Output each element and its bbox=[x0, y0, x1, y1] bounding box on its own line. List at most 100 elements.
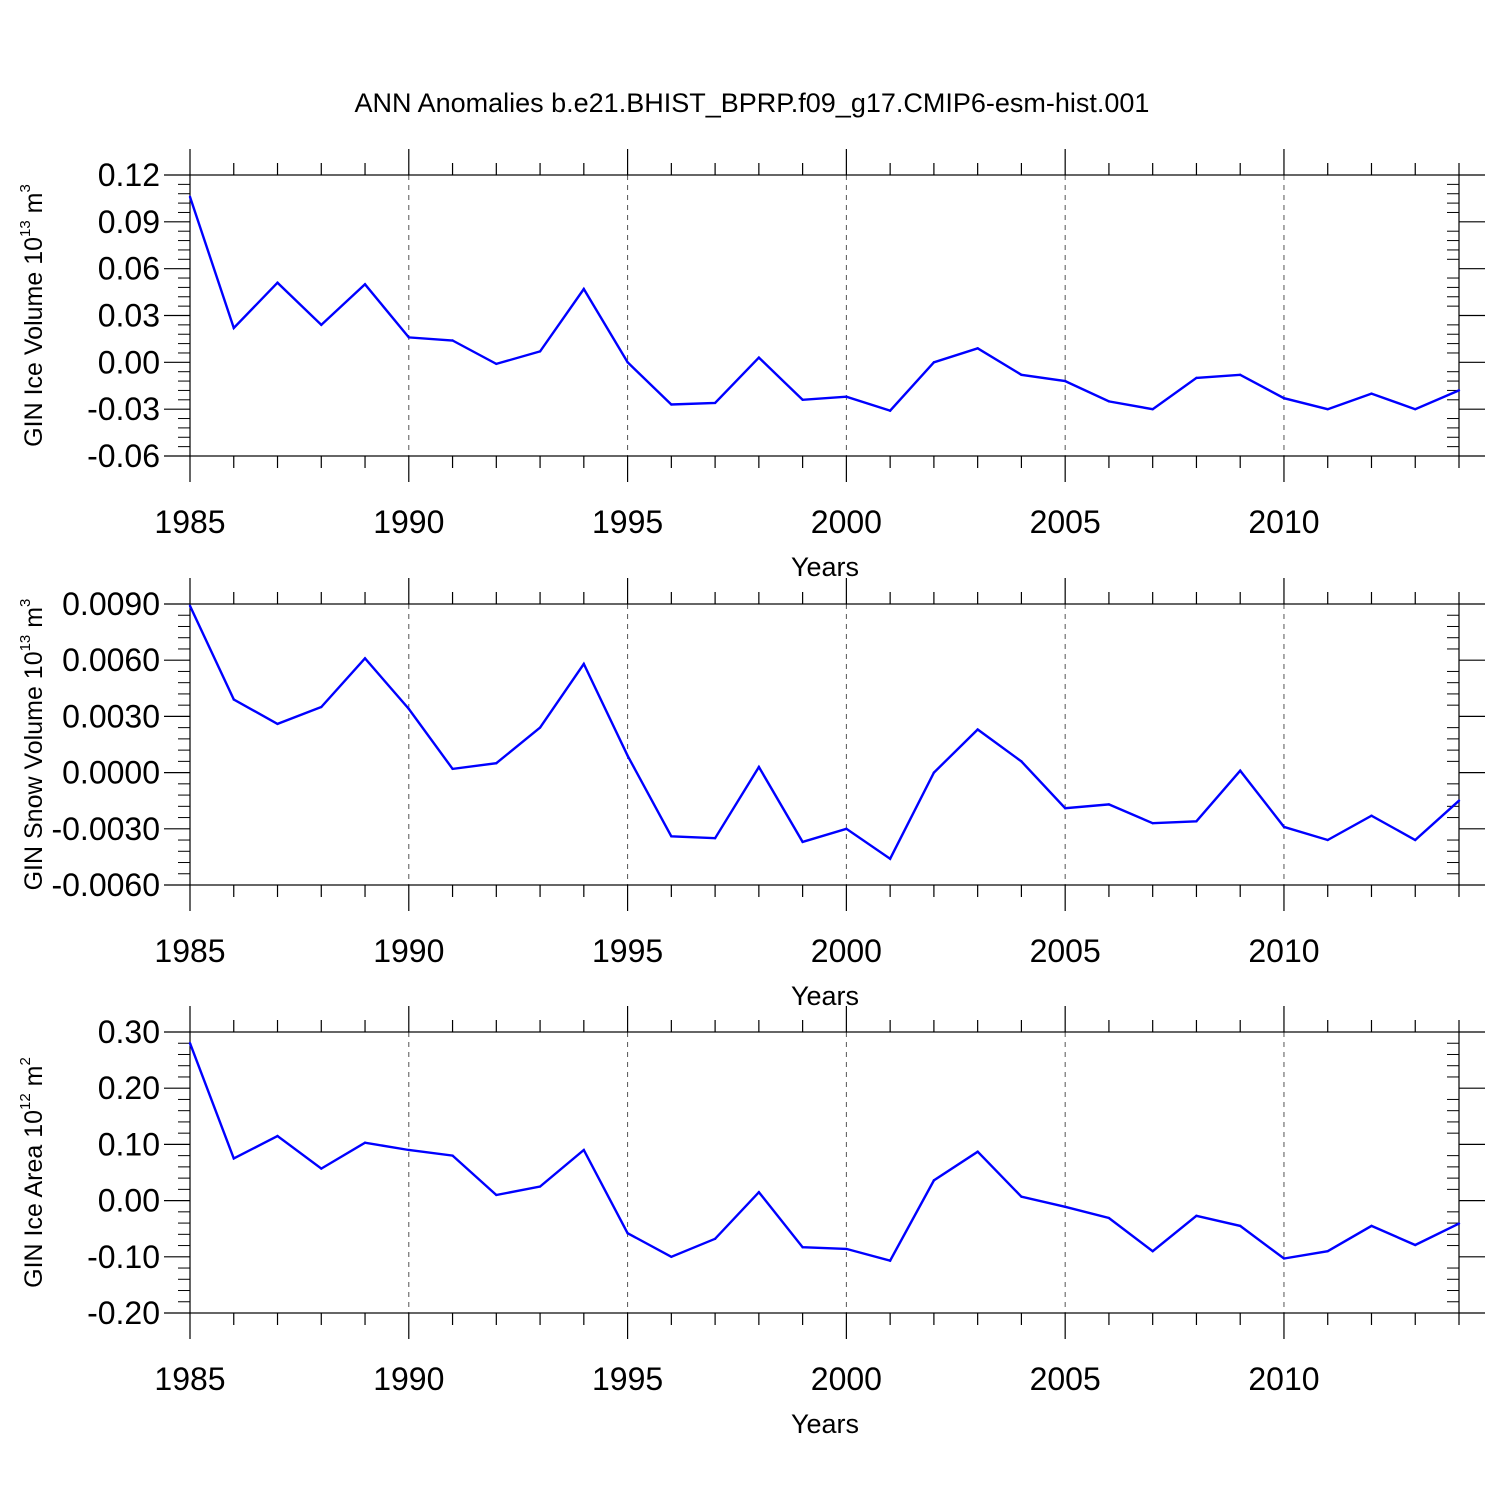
data-point bbox=[801, 1246, 804, 1249]
x-tick-label: 1995 bbox=[592, 1361, 663, 1397]
data-point bbox=[757, 765, 761, 769]
data-point bbox=[1282, 825, 1286, 829]
data-point bbox=[320, 705, 323, 709]
data-point bbox=[713, 401, 717, 405]
y-tick-label: 0.03 bbox=[98, 298, 160, 334]
data-point bbox=[582, 662, 586, 666]
data-point bbox=[1370, 392, 1373, 395]
data-point bbox=[1151, 407, 1154, 411]
panels: 1985 1990 1995 2000 2005 2010 0.12 0.09 0.06 0.03… bbox=[17, 149, 1485, 1439]
data-point bbox=[670, 403, 673, 406]
data-point bbox=[1020, 373, 1023, 377]
data-point bbox=[1326, 407, 1329, 411]
data-point bbox=[582, 1148, 586, 1152]
y-tick-label: -0.06 bbox=[87, 438, 160, 474]
x-tick-label: 1990 bbox=[373, 1361, 444, 1397]
data-point bbox=[1457, 389, 1461, 392]
y-tick-label: 0.0090 bbox=[62, 586, 160, 622]
x-axis-label: Years bbox=[791, 1409, 859, 1439]
data-point bbox=[276, 281, 279, 284]
data-point bbox=[1107, 1216, 1111, 1220]
data-point bbox=[276, 722, 279, 726]
x-tick-label: 1995 bbox=[592, 933, 663, 969]
data-point bbox=[670, 835, 673, 838]
x-tick-label: 2010 bbox=[1248, 933, 1319, 969]
data-point bbox=[1239, 769, 1242, 772]
x-tick-label: 2000 bbox=[811, 933, 882, 969]
data-point bbox=[232, 698, 235, 701]
x-tick-label: 1995 bbox=[592, 504, 663, 540]
data-point bbox=[451, 339, 454, 342]
plot-frame bbox=[189, 174, 1460, 457]
data-point bbox=[363, 283, 367, 286]
x-tick-label: 2005 bbox=[1030, 933, 1101, 969]
y-axis-label: GIN Ice Area 1012 m2 bbox=[17, 1057, 48, 1288]
y-tick-label: 0.10 bbox=[98, 1126, 160, 1162]
x-tick-label: 2000 bbox=[811, 1361, 882, 1397]
data-point bbox=[1020, 760, 1023, 763]
data-point bbox=[363, 657, 367, 660]
data-point bbox=[1195, 820, 1198, 823]
data-point bbox=[188, 604, 192, 608]
data-point bbox=[1020, 1195, 1023, 1198]
x-axis-label: Years bbox=[791, 552, 859, 582]
data-point bbox=[407, 336, 410, 339]
data-point bbox=[932, 361, 936, 364]
y-tick-label: -0.0030 bbox=[51, 811, 160, 847]
data-point bbox=[1370, 814, 1373, 817]
data-point bbox=[976, 347, 979, 350]
x-tick-label: 2000 bbox=[811, 504, 882, 540]
data-point bbox=[320, 323, 323, 327]
data-point bbox=[1195, 376, 1198, 380]
series-line bbox=[188, 1042, 1460, 1263]
data-point bbox=[1107, 400, 1111, 403]
y-tick-label: 0.12 bbox=[98, 157, 160, 193]
data-point bbox=[801, 840, 804, 844]
plot-frame bbox=[189, 1031, 1460, 1314]
data-point bbox=[932, 1179, 936, 1182]
data-point bbox=[626, 1231, 629, 1235]
y-tick-label: -0.20 bbox=[87, 1295, 160, 1331]
data-point bbox=[1326, 1249, 1329, 1253]
data-point bbox=[1414, 407, 1417, 411]
y-tick-label: -0.0060 bbox=[51, 867, 160, 903]
y-axis-label: GIN Ice Volume 1013 m3 bbox=[17, 184, 48, 447]
data-point bbox=[1414, 1243, 1417, 1247]
x-tick-label: 1985 bbox=[154, 933, 225, 969]
data-point bbox=[713, 836, 717, 840]
data-point bbox=[1195, 1214, 1198, 1217]
data-point bbox=[538, 350, 542, 353]
x-tick-label: 1985 bbox=[154, 1361, 225, 1397]
x-tick-label: 2010 bbox=[1248, 1361, 1319, 1397]
y-tick-label: 0.00 bbox=[98, 1183, 160, 1219]
panel-1: 1985 1990 1995 2000 2005 2010 0.12 0.09 0.06 0.03… bbox=[17, 149, 1485, 582]
data-point bbox=[1370, 1224, 1373, 1228]
data-point bbox=[582, 287, 586, 291]
y-tick-label: 0.0000 bbox=[62, 755, 160, 791]
data-point bbox=[626, 361, 629, 364]
data-point bbox=[188, 195, 192, 199]
y-axis-label: GIN Snow Volume 1013 m3 bbox=[17, 599, 48, 891]
data-point bbox=[538, 1185, 542, 1188]
data-point bbox=[495, 1193, 498, 1197]
data-point bbox=[801, 398, 804, 401]
data-point bbox=[1239, 1224, 1242, 1228]
data-point bbox=[232, 326, 235, 330]
data-point bbox=[451, 767, 454, 771]
x-tick-label: 1990 bbox=[373, 933, 444, 969]
y-tick-label: 0.0030 bbox=[62, 698, 160, 734]
data-point bbox=[1063, 1205, 1067, 1208]
data-point bbox=[1239, 373, 1242, 377]
data-point bbox=[1107, 803, 1111, 806]
data-point bbox=[495, 762, 498, 765]
data-point bbox=[495, 362, 498, 366]
data-point bbox=[407, 707, 410, 711]
data-point bbox=[1151, 821, 1154, 825]
panel-2: 1985 1990 1995 2000 2005 2010 0.0090 0.0060 0.00… bbox=[17, 578, 1485, 1011]
data-point bbox=[1282, 1257, 1286, 1260]
data-point bbox=[232, 1157, 235, 1160]
series-line bbox=[188, 605, 1460, 861]
y-tick-label: 0.20 bbox=[98, 1070, 160, 1106]
y-tick-label: 0.09 bbox=[98, 204, 160, 240]
